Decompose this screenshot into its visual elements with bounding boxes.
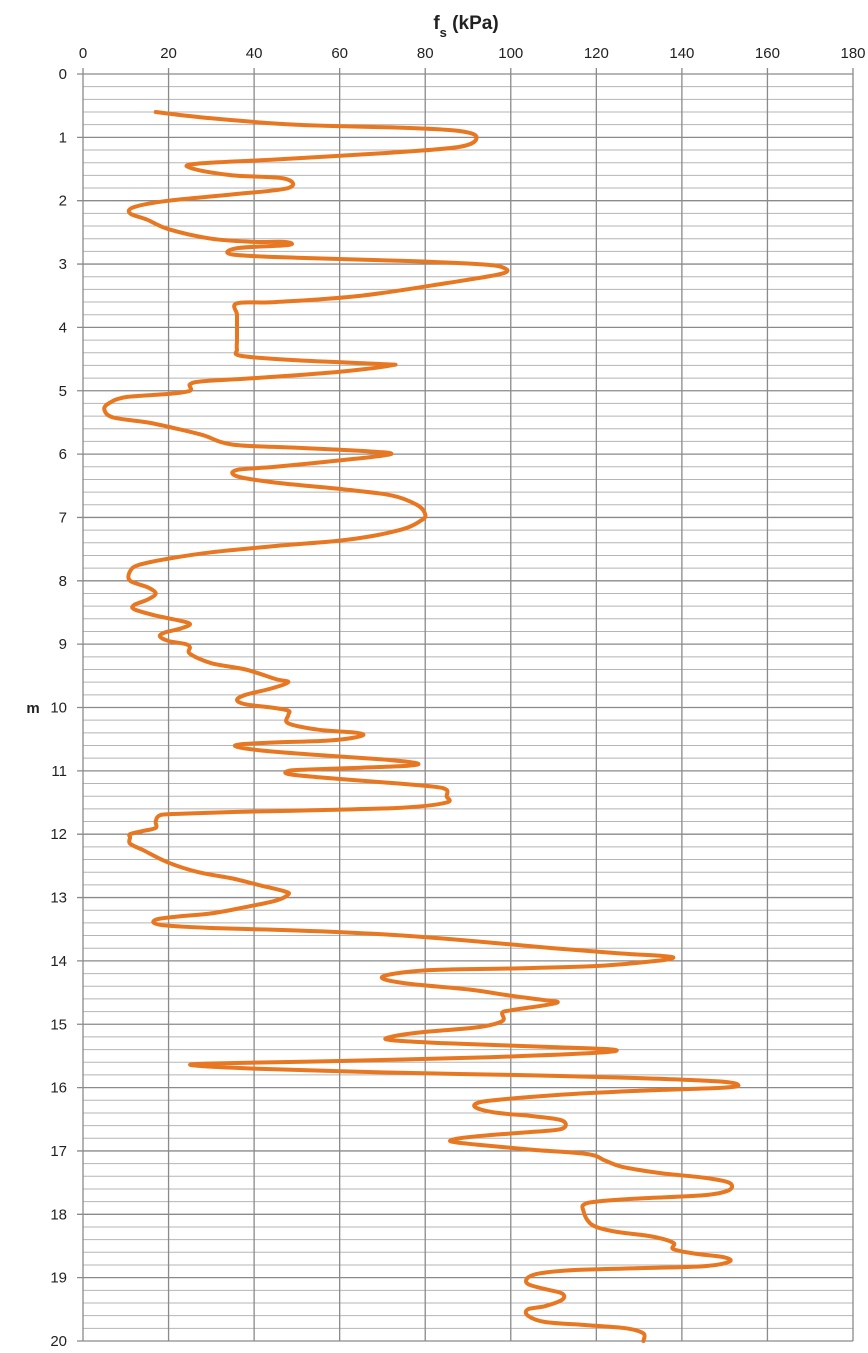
x-tick-label: 120 bbox=[584, 45, 609, 62]
y-tick-label: 8 bbox=[59, 573, 67, 590]
x-tick-label: 160 bbox=[755, 45, 780, 62]
chart-title: fs (kPa) bbox=[433, 13, 498, 40]
x-tick-label: 80 bbox=[417, 45, 434, 62]
y-tick-label: 7 bbox=[59, 509, 67, 526]
x-tick-label: 20 bbox=[160, 45, 177, 62]
y-tick-label: 4 bbox=[59, 319, 67, 336]
chart-title-rest: (kPa) bbox=[447, 13, 499, 34]
y-tick-label: 17 bbox=[50, 1143, 67, 1160]
fs-series-line bbox=[102, 110, 741, 1343]
y-tick-label: 10 bbox=[50, 700, 67, 717]
chart-title-subscript: s bbox=[440, 25, 447, 40]
chart-title-main: f bbox=[433, 13, 440, 34]
y-tick-label: 19 bbox=[50, 1270, 67, 1287]
x-tick-label: 100 bbox=[498, 45, 523, 62]
x-tick-label: 40 bbox=[246, 45, 263, 62]
y-tick-label: 16 bbox=[50, 1080, 67, 1097]
y-tick-label: 20 bbox=[50, 1333, 67, 1350]
y-tick-label: 13 bbox=[50, 890, 67, 907]
x-tick-label: 180 bbox=[840, 45, 865, 62]
y-tick-label: 15 bbox=[50, 1016, 67, 1033]
y-tick-label: 0 bbox=[59, 66, 67, 83]
minor-gridlines bbox=[83, 86, 853, 1329]
y-axis-label: m bbox=[26, 700, 39, 717]
x-tick-label: 140 bbox=[669, 45, 694, 62]
y-tick-label: 11 bbox=[51, 763, 67, 780]
x-tick-label: 60 bbox=[331, 45, 348, 62]
y-tick-label: 12 bbox=[50, 826, 67, 843]
y-tick-label: 6 bbox=[59, 446, 67, 463]
x-tick-labels: 0 20 40 60 80 100 120 140 160 180 bbox=[79, 45, 866, 62]
x-tick-label: 0 bbox=[79, 45, 87, 62]
y-tick-label: 3 bbox=[59, 256, 67, 273]
y-tick-label: 5 bbox=[59, 383, 67, 400]
y-tick-label: 2 bbox=[59, 193, 67, 210]
y-tick-label: 18 bbox=[50, 1206, 67, 1223]
y-tick-label: 14 bbox=[50, 953, 67, 970]
y-tick-label: 9 bbox=[59, 636, 67, 653]
y-tick-label: 1 bbox=[59, 129, 67, 146]
major-gridlines bbox=[77, 68, 854, 1342]
